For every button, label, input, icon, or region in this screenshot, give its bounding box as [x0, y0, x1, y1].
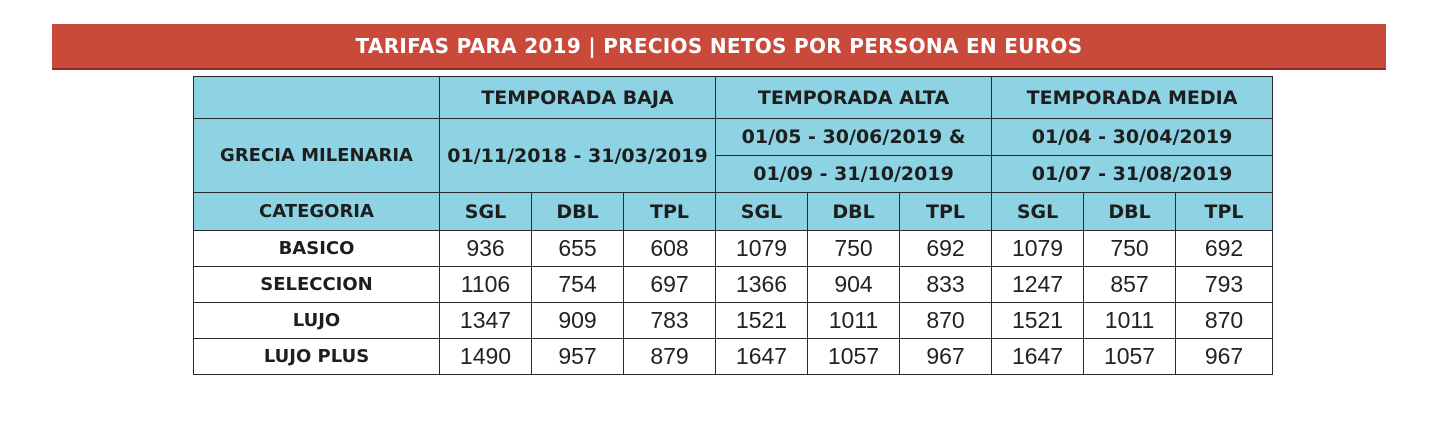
- price-cell: 1011: [807, 302, 900, 339]
- price-cell: 655: [531, 230, 624, 267]
- price-cell: 1521: [715, 302, 808, 339]
- price-cell: 1079: [715, 230, 808, 267]
- price-cell: 870: [898, 302, 993, 339]
- room-type-header: TPL: [623, 192, 716, 231]
- season-dates-media-2: 01/07 - 31/08/2019: [991, 155, 1274, 193]
- price-cell: 1057: [807, 338, 900, 375]
- category-name: SELECCION: [193, 266, 440, 303]
- header-empty-cell: [193, 76, 440, 119]
- price-cell: 904: [807, 266, 900, 303]
- price-cell: 692: [1175, 230, 1274, 267]
- price-cell: 750: [807, 230, 900, 267]
- category-name: LUJO: [193, 302, 440, 339]
- season-dates-alta-2: 01/09 - 31/10/2019: [714, 155, 993, 193]
- room-type-header: TPL: [898, 192, 993, 231]
- season-dates-alta-1: 01/05 - 30/06/2019 &: [714, 118, 993, 156]
- price-cell: 750: [1083, 230, 1177, 267]
- price-cell: 1247: [991, 266, 1085, 303]
- price-cell: 967: [1175, 338, 1274, 375]
- price-cell: 1647: [991, 338, 1085, 375]
- price-cell: 967: [898, 338, 993, 375]
- price-cell: 1521: [991, 302, 1085, 339]
- season-header-alta: TEMPORADA ALTA: [714, 76, 993, 119]
- room-type-header: SGL: [439, 192, 532, 231]
- table-row: LUJO PLUS 1490 957 879 1647 1057 967 1647 1057 96…: [193, 338, 1274, 375]
- room-type-header: SGL: [991, 192, 1085, 231]
- table-row: LUJO 1347 909 783 1521 1011 870 1521 1011 870: [193, 302, 1274, 339]
- price-cell: 957: [531, 338, 624, 375]
- season-dates-baja: 01/11/2018 - 31/03/2019: [439, 118, 716, 193]
- price-cell: 879: [623, 338, 716, 375]
- price-cell: 1011: [1083, 302, 1177, 339]
- price-cell: 870: [1175, 302, 1274, 339]
- table-row: BASICO 936 655 608 1079 750 692 1079 750 692: [193, 230, 1274, 267]
- category-name: LUJO PLUS: [193, 338, 440, 375]
- price-cell: 857: [1083, 266, 1177, 303]
- price-cell: 909: [531, 302, 624, 339]
- table-row: SELECCION 1106 754 697 1366 904 833 1247 857 793: [193, 266, 1274, 303]
- price-cell: 793: [1175, 266, 1274, 303]
- room-type-header: DBL: [807, 192, 900, 231]
- price-cell: 1057: [1083, 338, 1177, 375]
- price-cell: 754: [531, 266, 624, 303]
- price-cell: 936: [439, 230, 532, 267]
- banner-title: TARIFAS PARA 2019 | PRECIOS NETOS POR PE…: [52, 24, 1386, 70]
- price-cell: 833: [898, 266, 993, 303]
- season-dates-media-1: 01/04 - 30/04/2019: [991, 118, 1274, 156]
- product-name: GRECIA MILENARIA: [193, 118, 440, 193]
- room-type-header: TPL: [1175, 192, 1274, 231]
- price-cell: 783: [623, 302, 716, 339]
- price-cell: 1366: [715, 266, 808, 303]
- price-cell: 1079: [991, 230, 1085, 267]
- room-type-header: SGL: [715, 192, 808, 231]
- season-header-media: TEMPORADA MEDIA: [991, 76, 1274, 119]
- category-header: CATEGORIA: [193, 192, 440, 231]
- price-cell: 1106: [439, 266, 532, 303]
- price-cell: 1647: [715, 338, 808, 375]
- price-cell: 608: [623, 230, 716, 267]
- price-cell: 697: [623, 266, 716, 303]
- price-cell: 1490: [439, 338, 532, 375]
- room-type-header: DBL: [1083, 192, 1177, 231]
- rates-table: TEMPORADA BAJA TEMPORADA ALTA TEMPORADA …: [193, 76, 1274, 375]
- room-type-header: DBL: [531, 192, 624, 231]
- season-header-baja: TEMPORADA BAJA: [439, 76, 716, 119]
- category-name: BASICO: [193, 230, 440, 267]
- price-cell: 1347: [439, 302, 532, 339]
- price-cell: 692: [898, 230, 993, 267]
